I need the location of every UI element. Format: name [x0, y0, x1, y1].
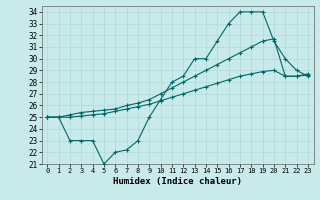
X-axis label: Humidex (Indice chaleur): Humidex (Indice chaleur): [113, 177, 242, 186]
